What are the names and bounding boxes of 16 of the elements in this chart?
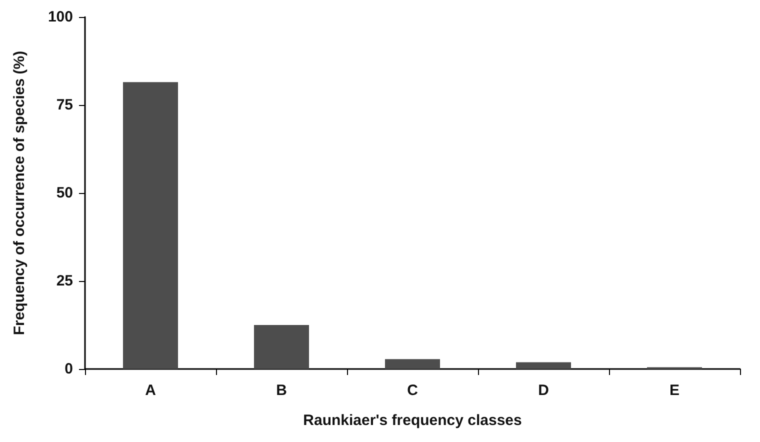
y-tick-label: 100 (48, 8, 73, 26)
bar (254, 325, 310, 369)
x-axis-title: Raunkiaer's frequency classes (303, 412, 522, 429)
bar (516, 362, 572, 369)
x-tick-label: E (669, 382, 680, 399)
y-tick-label: 0 (64, 360, 73, 378)
y-tick-label: 50 (56, 184, 73, 202)
y-axis-title: Frequency of occurrence of species (%) (11, 50, 28, 336)
x-tick-label: D (538, 382, 550, 399)
x-tick-label: B (276, 382, 288, 399)
x-tick-label: A (145, 382, 156, 399)
y-tick-label: 25 (56, 272, 73, 290)
x-tick-label: C (407, 382, 418, 399)
y-tick-label: 75 (56, 96, 73, 114)
bar (384, 359, 440, 369)
bar (122, 82, 178, 369)
